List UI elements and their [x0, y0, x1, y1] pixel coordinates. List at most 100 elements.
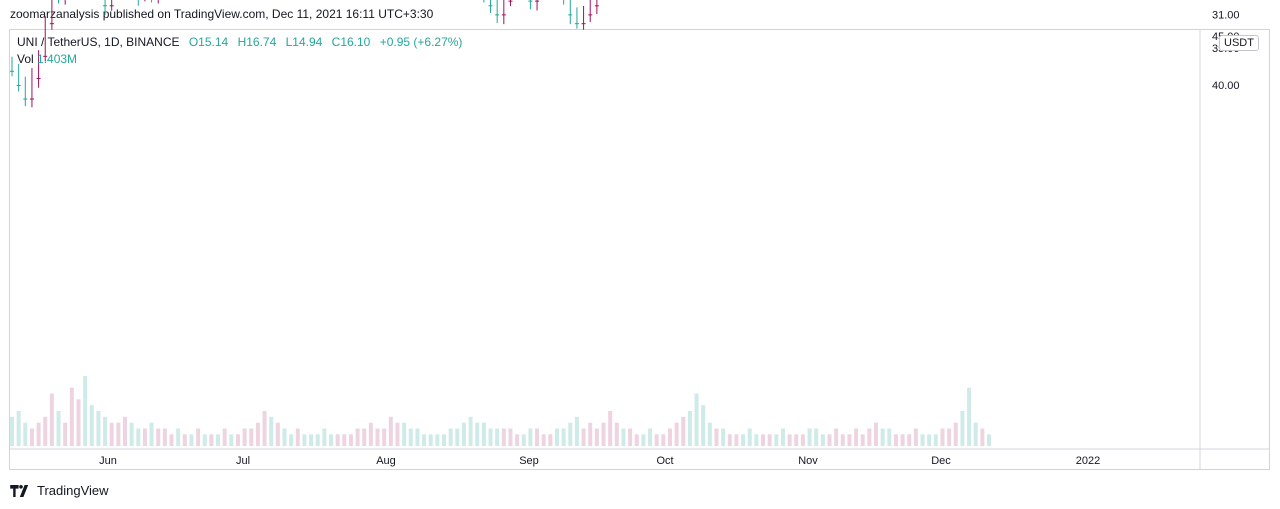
volume-bar — [867, 428, 872, 446]
volume-bar — [395, 422, 400, 446]
volume-bar — [335, 434, 340, 446]
volume-bar — [761, 434, 766, 446]
volume-bar — [10, 416, 14, 446]
currency-badge[interactable]: USDT — [1219, 35, 1259, 51]
volume-bar — [442, 434, 447, 446]
volume-bar — [521, 434, 526, 446]
volume-bar — [242, 428, 247, 446]
volume-bar — [568, 422, 573, 446]
volume-bar — [913, 428, 918, 446]
volume-bar — [189, 434, 194, 446]
candle-body — [581, 23, 586, 25]
volume-legend: Vol 1.403M — [17, 52, 77, 66]
volume-bar — [880, 428, 885, 446]
grid — [10, 30, 1269, 470]
volume-bar — [29, 428, 34, 446]
volume-bar — [269, 416, 274, 446]
volume-bar — [415, 428, 420, 446]
tradingview-logo-icon — [10, 484, 29, 497]
volume-bar — [355, 428, 360, 446]
volume-label: Vol — [17, 52, 34, 66]
volume-bar — [780, 428, 785, 446]
change-value: +0.95 (+6.27%) — [379, 35, 463, 49]
y-tick-label: 31.00 — [1212, 9, 1240, 21]
volume-bar — [794, 434, 799, 446]
volume-bar — [608, 411, 613, 446]
volume-bar — [754, 434, 759, 446]
volume-bar — [382, 428, 387, 446]
volume-bar — [142, 428, 147, 446]
volume-bar — [714, 428, 719, 446]
candle-body — [49, 23, 54, 25]
volume-bar — [69, 387, 74, 446]
x-tick-label: Jul — [236, 455, 250, 467]
volume-bar — [468, 416, 473, 446]
volume-bar — [541, 434, 546, 446]
volume-bar — [408, 428, 413, 446]
volume-bar — [860, 434, 865, 446]
publisher-line: zoomarzanalysis published on TradingView… — [10, 7, 434, 21]
volume-bar — [36, 422, 41, 446]
candle-body — [10, 70, 14, 72]
volume-bar — [807, 428, 812, 446]
volume-bar — [475, 422, 480, 446]
footer-brand: TradingView — [10, 483, 109, 498]
volume-bar — [707, 422, 712, 446]
volume-bar — [49, 393, 54, 446]
volume-bar — [721, 428, 726, 446]
volume-bar — [594, 428, 599, 446]
volume-bar — [508, 428, 513, 446]
volume-bar — [342, 434, 347, 446]
candle-body — [36, 77, 41, 79]
volume-bar — [43, 416, 48, 446]
volume-bar — [980, 428, 985, 446]
volume-bar — [229, 434, 234, 446]
volume-bar — [388, 416, 393, 446]
volume-bar — [315, 434, 320, 446]
candle-body — [43, 55, 48, 57]
x-tick-label: Sep — [519, 455, 539, 467]
volume-bar — [661, 434, 666, 446]
volume-bar — [109, 422, 114, 446]
volume-bar — [621, 428, 626, 446]
volume-bar — [847, 434, 852, 446]
candle-body — [568, 14, 573, 16]
symbol-title: UNI / TetherUS, 1D, BINANCE — [17, 35, 180, 49]
candle-body — [535, 0, 540, 2]
volume-bar — [535, 428, 540, 446]
volume-bar — [136, 428, 141, 446]
volume-bar — [840, 434, 845, 446]
volume-bar — [329, 434, 334, 446]
symbol-legend: UNI / TetherUS, 1D, BINANCE O15.14 H16.7… — [17, 35, 468, 49]
volume-bar — [827, 434, 832, 446]
volume-bar — [727, 434, 732, 446]
volume-bar — [488, 428, 493, 446]
volume-bar — [734, 434, 739, 446]
x-tick-label: Aug — [376, 455, 396, 467]
volume-bar — [501, 428, 506, 446]
volume-bar — [588, 422, 593, 446]
volume-bar — [182, 434, 187, 446]
volume-bar — [162, 428, 167, 446]
candle-body — [29, 98, 34, 100]
volume-bar — [348, 434, 353, 446]
candle-body — [16, 85, 21, 86]
volume-bar — [96, 411, 101, 446]
volume-bar — [787, 434, 792, 446]
candle-body — [488, 5, 493, 7]
volume-bar — [747, 428, 752, 446]
volume-bar — [654, 434, 659, 446]
volume-bar — [196, 428, 201, 446]
volume-bar — [435, 434, 440, 446]
volume-bar — [667, 428, 672, 446]
volume-bar — [495, 428, 500, 446]
volume-bar — [461, 422, 466, 446]
volume-bar — [275, 422, 280, 446]
volume-bar — [554, 428, 559, 446]
volume-bar — [122, 416, 127, 446]
chart-frame[interactable] — [9, 29, 1270, 470]
volume-bar — [169, 434, 174, 446]
candle-body — [508, 0, 513, 2]
volume-bar — [874, 422, 879, 446]
